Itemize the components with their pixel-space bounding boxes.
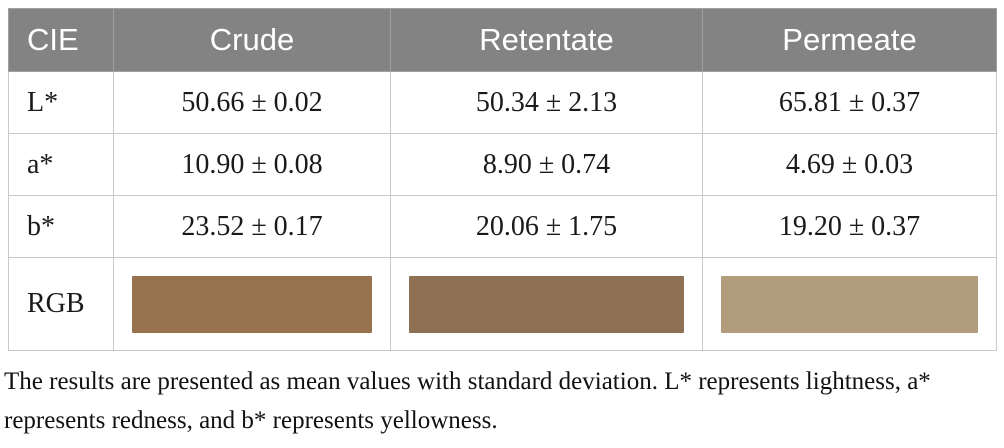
value-astar-crude: 10.90 ± 0.08 [113,133,391,196]
table-row-yellowness: b* 23.52 ± 0.17 20.06 ± 1.75 19.20 ± 0.3… [8,195,997,258]
header-permeate: Permeate [702,8,997,72]
header-cie: CIE [8,8,114,72]
value-bstar-crude: 23.52 ± 0.17 [113,195,391,258]
swatch-cell-crude [113,257,391,351]
table-row-lightness: L* 50.66 ± 0.02 50.34 ± 2.13 65.81 ± 0.3… [8,71,997,134]
table-footnote: The results are presented as mean values… [4,368,931,434]
value-bstar-retentate: 20.06 ± 1.75 [390,195,703,258]
table-row-rgb: RGB [8,257,997,351]
value-astar-permeate: 4.69 ± 0.03 [702,133,997,196]
retentate-color-swatch [409,275,684,333]
value-bstar-permeate: 19.20 ± 0.37 [702,195,997,258]
value-lstar-crude: 50.66 ± 0.02 [113,71,391,134]
swatch-cell-permeate [702,257,997,351]
value-astar-retentate: 8.90 ± 0.74 [390,133,703,196]
table-row-redness: a* 10.90 ± 0.08 8.90 ± 0.74 4.69 ± 0.03 [8,133,997,196]
value-lstar-permeate: 65.81 ± 0.37 [702,71,997,134]
header-crude: Crude [113,8,391,72]
header-retentate: Retentate [390,8,703,72]
row-label-lstar: L* [8,71,114,134]
permeate-color-swatch [721,275,978,333]
swatch-cell-retentate [390,257,703,351]
header-row: CIE Crude Retentate Permeate [8,8,997,72]
row-label-bstar: b* [8,195,114,258]
cie-color-table: CIE Crude Retentate Permeate L* 50.66 ± … [8,8,997,351]
row-label-astar: a* [8,133,114,196]
row-label-rgb: RGB [8,257,114,351]
value-lstar-retentate: 50.34 ± 2.13 [390,71,703,134]
crude-color-swatch [132,275,372,333]
